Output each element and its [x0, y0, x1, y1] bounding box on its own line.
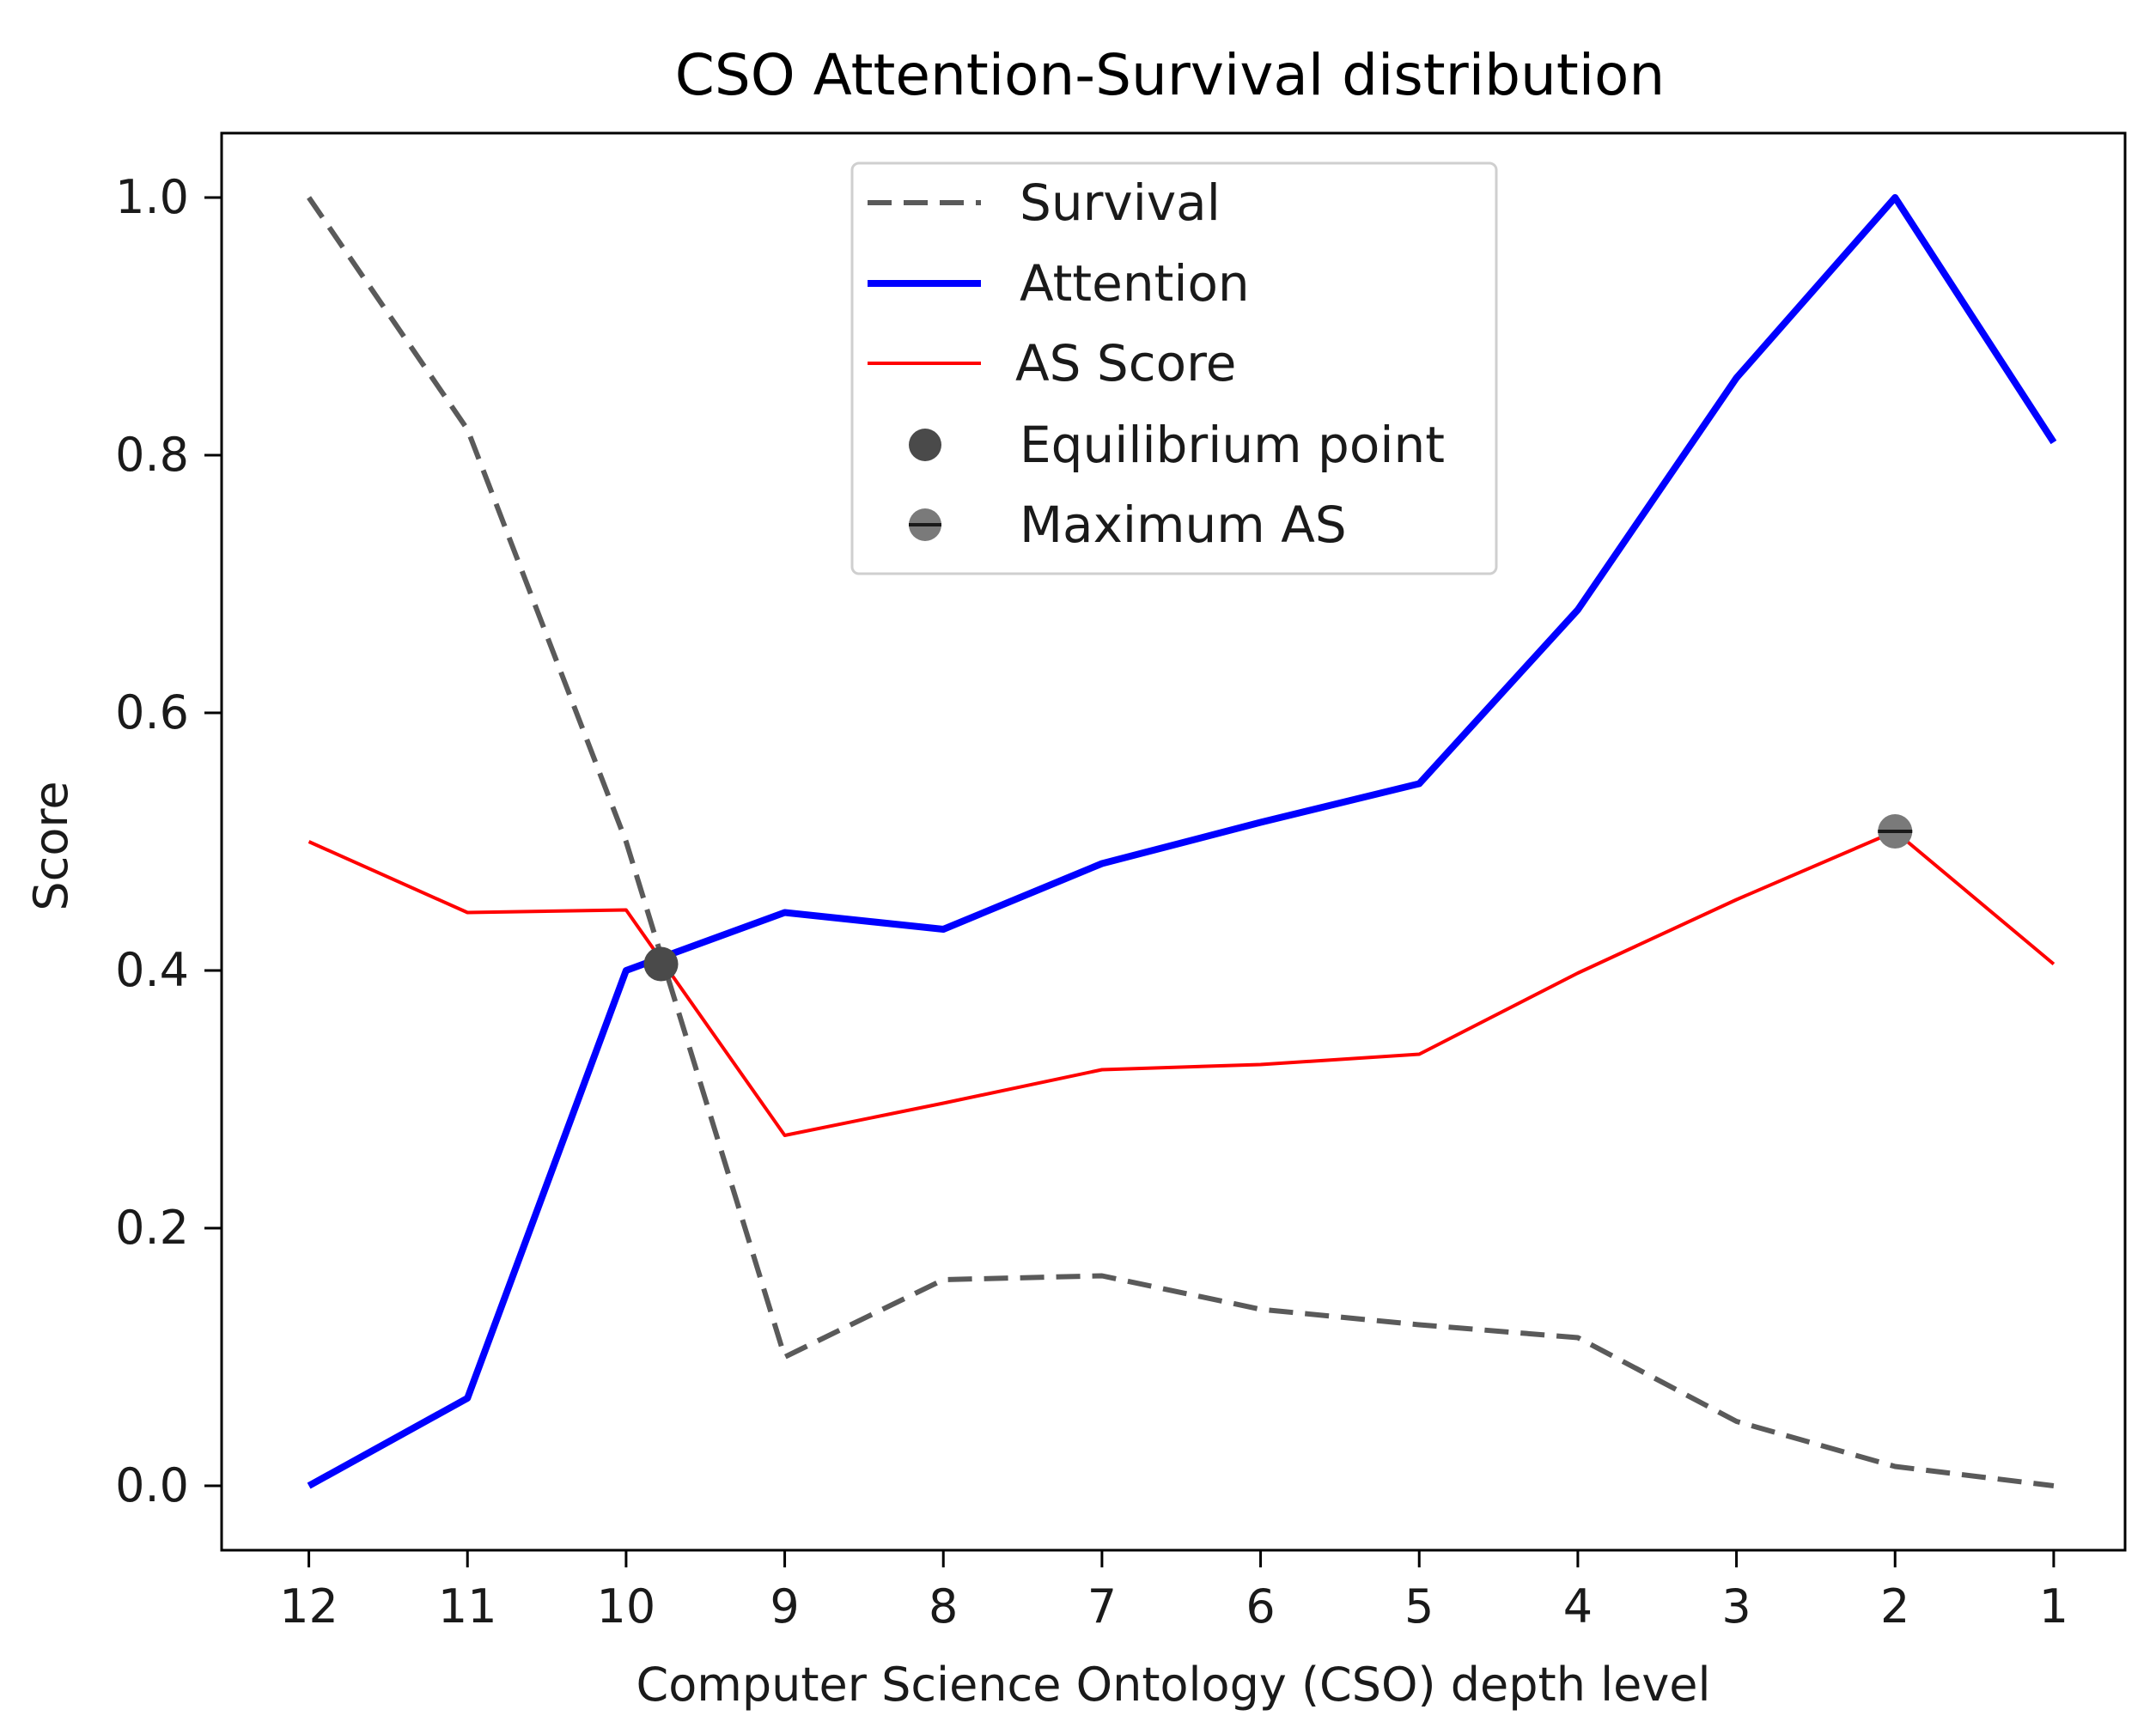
x-axis-label: Computer Science Ontology (CSO) depth le… [636, 1658, 1710, 1712]
data-point-survival [2052, 1484, 2056, 1488]
x-tick-label: 10 [597, 1579, 656, 1634]
data-point-survival [1893, 1465, 1897, 1469]
series-layer [307, 194, 2057, 1489]
y-tick-label: 1.0 [115, 170, 189, 224]
x-tick-label: 4 [1563, 1579, 1593, 1634]
data-point-attention [783, 911, 787, 915]
data-point-attention [1417, 782, 1421, 786]
data-point-attention [624, 969, 628, 972]
x-tick-label: 3 [1721, 1579, 1751, 1634]
y-tick-label: 0.2 [115, 1201, 189, 1255]
data-point-attention [941, 928, 945, 931]
y-tick-label: 0.6 [115, 685, 189, 739]
legend-survival-label: Survival [1020, 173, 1221, 232]
data-point-survival [624, 840, 628, 843]
x-tick-label: 12 [279, 1579, 338, 1634]
legend-as-score-label: AS Score [1015, 334, 1236, 392]
plot-frame [220, 131, 2127, 1552]
data-point-as-score [783, 1134, 787, 1137]
series-line-attention [307, 194, 2057, 1489]
legend-box [850, 161, 1498, 575]
x-tick-label: 7 [1087, 1579, 1117, 1634]
data-point-attention [1100, 862, 1104, 866]
data-point-attention [1576, 608, 1580, 611]
y-axis-label: Score [24, 781, 78, 910]
data-point-survival [941, 1278, 945, 1281]
series-line-as-score [308, 830, 2056, 1137]
legend-maximum-as-label: Maximum AS [1020, 496, 1347, 554]
series-line-survival [307, 196, 2055, 1488]
data-point-as-score [308, 840, 311, 843]
data-point-attention [1893, 196, 1897, 199]
data-point-as-score [1417, 1053, 1421, 1056]
data-point-survival [1417, 1323, 1421, 1327]
x-tick-label: 8 [929, 1579, 958, 1634]
data-point-attention [2052, 441, 2056, 444]
x-tick-label: 2 [1880, 1579, 1909, 1634]
legend-equilibrium-marker [909, 429, 941, 461]
y-axis-ticks: 0.0 0.2 0.4 0.6 0.8 1.0 [115, 170, 222, 1512]
chart-title: CSO Attention-Survival distribution [675, 42, 1666, 108]
legend: Survival Attention AS Score Equilibrium … [850, 161, 1498, 575]
data-point-as-score [1735, 898, 1739, 902]
data-point-as-score [941, 1102, 945, 1105]
data-point-survival [466, 428, 469, 431]
y-tick-label: 0.0 [115, 1458, 189, 1512]
data-point-survival [308, 196, 311, 199]
x-tick-label: 9 [770, 1579, 799, 1634]
data-point-as-score [466, 911, 469, 915]
legend-attention-label: Attention [1020, 254, 1250, 313]
data-point-as-score [1576, 971, 1580, 975]
data-point-as-score [624, 909, 628, 912]
equilibrium-point-marker [643, 946, 679, 982]
marker-layer [643, 814, 1913, 982]
data-point-survival [1259, 1308, 1263, 1311]
x-tick-label: 1 [2039, 1579, 2068, 1634]
data-point-as-score [2052, 963, 2056, 966]
data-point-survival [1735, 1420, 1739, 1423]
data-point-survival [1576, 1336, 1580, 1340]
data-point-survival [783, 1355, 787, 1359]
data-point-as-score [1100, 1068, 1104, 1072]
data-point-attention [1735, 376, 1739, 380]
data-point-as-score [1259, 1063, 1263, 1067]
data-point-attention [308, 1484, 311, 1488]
legend-equilibrium-label: Equilibrium point [1020, 416, 1445, 474]
x-tick-label: 6 [1245, 1579, 1275, 1634]
x-tick-label: 5 [1404, 1579, 1434, 1634]
data-point-attention [466, 1396, 469, 1400]
x-axis-ticks: 12 11 10 9 8 7 6 5 4 3 2 1 [279, 1550, 2068, 1634]
data-point-survival [1100, 1275, 1104, 1278]
y-tick-label: 0.4 [115, 943, 189, 997]
data-point-attention [1259, 821, 1263, 824]
x-tick-label: 11 [438, 1579, 497, 1634]
y-tick-label: 0.8 [115, 428, 189, 482]
